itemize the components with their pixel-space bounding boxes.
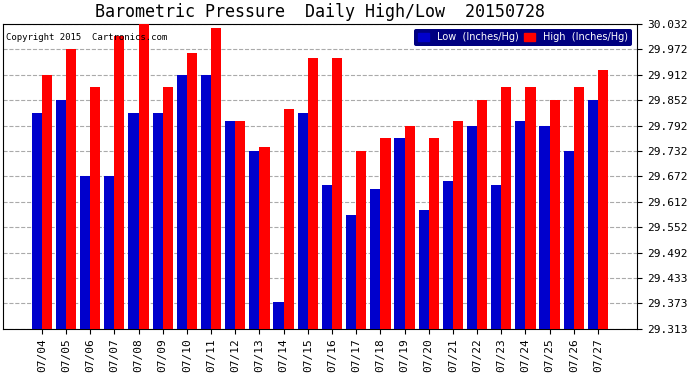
Bar — [371, 189, 380, 329]
Bar — [564, 151, 574, 329]
Bar — [453, 121, 463, 329]
Bar — [322, 185, 332, 329]
Bar — [380, 138, 391, 329]
Bar — [515, 121, 526, 329]
Bar — [115, 36, 124, 329]
Bar — [419, 210, 428, 329]
Bar — [273, 303, 284, 329]
Bar — [104, 177, 115, 329]
Bar — [395, 138, 404, 329]
Text: Copyright 2015  Cartronics.com: Copyright 2015 Cartronics.com — [6, 33, 167, 42]
Bar — [467, 126, 477, 329]
Bar — [574, 87, 584, 329]
Bar — [177, 75, 187, 329]
Bar — [235, 121, 246, 329]
Bar — [90, 87, 100, 329]
Bar — [332, 58, 342, 329]
Legend: Low  (Inches/Hg), High  (Inches/Hg): Low (Inches/Hg), High (Inches/Hg) — [414, 28, 632, 46]
Bar — [526, 87, 535, 329]
Bar — [66, 49, 76, 329]
Bar — [356, 151, 366, 329]
Bar — [249, 151, 259, 329]
Bar — [284, 109, 294, 329]
Bar — [187, 53, 197, 329]
Bar — [259, 147, 270, 329]
Bar — [540, 126, 550, 329]
Bar — [404, 126, 415, 329]
Bar — [128, 113, 139, 329]
Bar — [80, 177, 90, 329]
Bar — [308, 58, 318, 329]
Bar — [477, 100, 487, 329]
Bar — [501, 87, 511, 329]
Bar — [139, 24, 148, 329]
Bar — [225, 121, 235, 329]
Bar — [443, 181, 453, 329]
Bar — [201, 75, 211, 329]
Bar — [56, 100, 66, 329]
Bar — [491, 185, 501, 329]
Bar — [163, 87, 173, 329]
Bar — [346, 214, 356, 329]
Bar — [297, 113, 308, 329]
Bar — [550, 100, 560, 329]
Bar — [42, 75, 52, 329]
Bar — [588, 100, 598, 329]
Bar — [211, 28, 221, 329]
Title: Barometric Pressure  Daily High/Low  20150728: Barometric Pressure Daily High/Low 20150… — [95, 3, 545, 21]
Bar — [428, 138, 439, 329]
Bar — [152, 113, 163, 329]
Bar — [598, 70, 608, 329]
Bar — [32, 113, 42, 329]
